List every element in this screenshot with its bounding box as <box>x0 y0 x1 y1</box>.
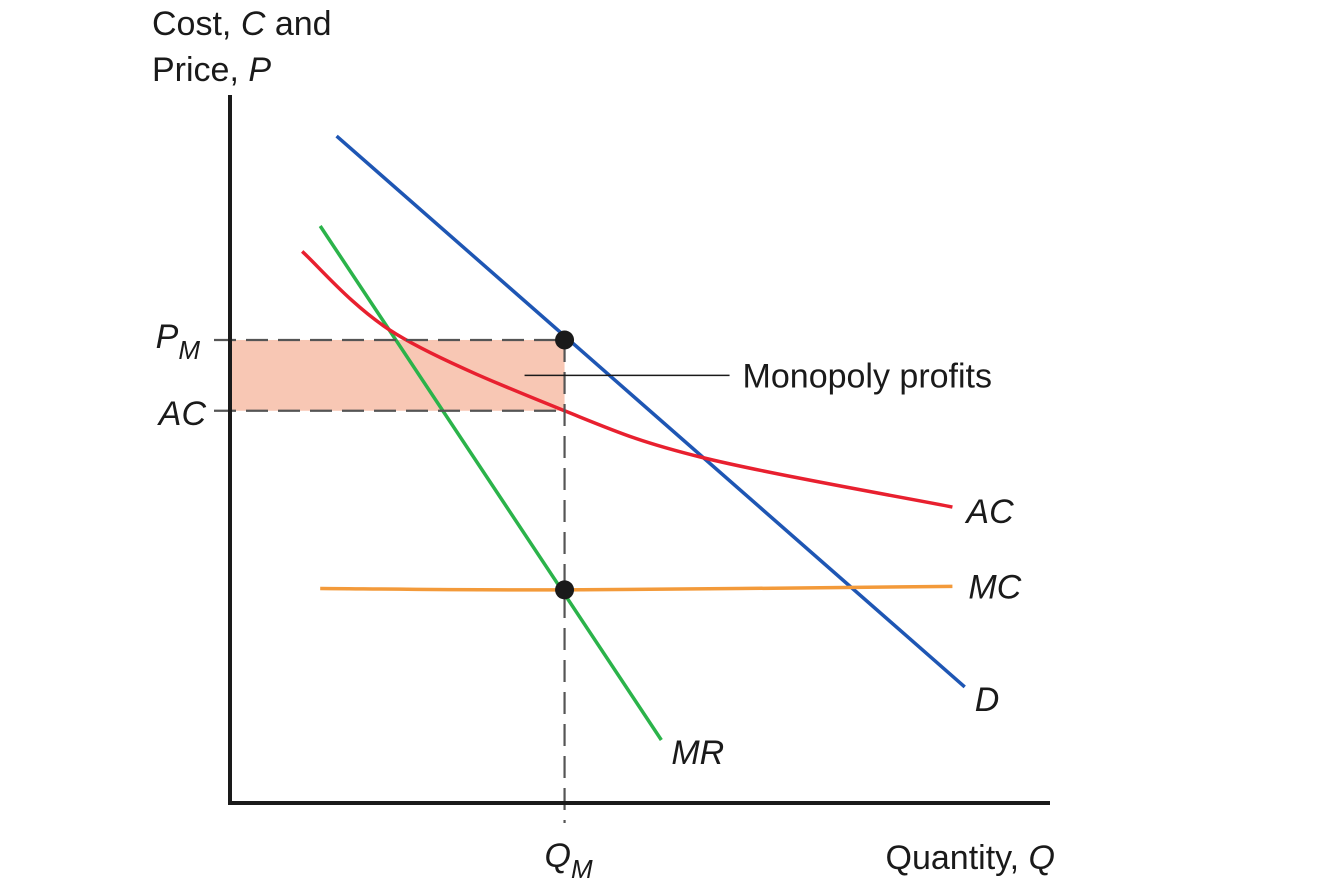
curve-label-mc: MC <box>968 568 1021 606</box>
tick-label-qm: QM <box>544 837 592 884</box>
y-axis-title-line2: Price, P <box>152 51 271 89</box>
y-axis-title-line1: Cost, C and <box>152 5 332 43</box>
tick-label-pm-sub: M <box>178 335 200 365</box>
monopoly-profits-region <box>230 339 565 411</box>
tick-label-pm: PM <box>156 318 201 365</box>
point-1 <box>555 330 575 350</box>
tick-label-pm-main: P <box>156 318 179 356</box>
curve-label-mr: MR <box>671 734 724 772</box>
tick-label-qm-sub: M <box>571 854 593 884</box>
y-axis-title-line1-var: C <box>241 5 266 43</box>
curve-label-d: D <box>975 681 1000 719</box>
curve-ac <box>301 250 953 509</box>
x-axis-title-pre: Quantity, <box>886 839 1029 877</box>
curve-d <box>335 134 966 689</box>
y-axis-title-line1-post: and <box>265 5 331 43</box>
points-group <box>555 330 575 600</box>
reference-lines <box>214 338 566 823</box>
curve-mr <box>318 225 663 741</box>
curve-labels: D MR AC MC <box>671 493 1021 772</box>
y-axis-title-line2-var: P <box>248 51 271 89</box>
tick-label-qm-main: Q <box>544 837 570 875</box>
y-axis-title-line1-pre: Cost, <box>152 5 241 43</box>
point-2 <box>555 580 575 600</box>
curve-mc <box>320 584 953 592</box>
curve-label-ac: AC <box>964 493 1014 531</box>
profits-annotation: Monopoly profits <box>743 357 992 395</box>
curves-group <box>301 134 966 741</box>
x-axis-title-var: Q <box>1029 839 1055 877</box>
tick-label-ac: AC <box>157 395 207 433</box>
y-axis-title-line2-pre: Price, <box>152 51 248 89</box>
x-axis-title: Quantity, Q <box>886 839 1055 877</box>
